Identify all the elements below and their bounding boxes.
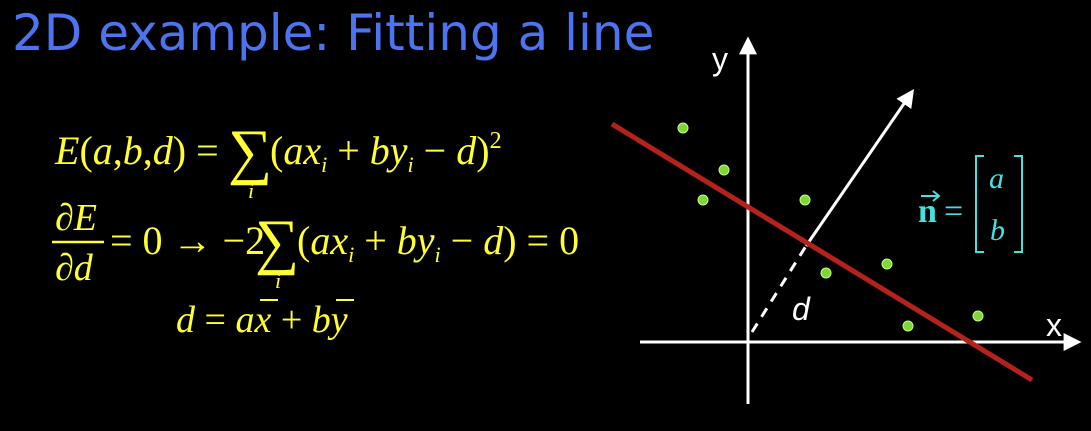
y-axis-label: y	[712, 41, 728, 77]
coordinate-axes: y x	[640, 36, 1082, 404]
data-points	[677, 122, 984, 332]
svg-text:(axi + byi − d) = 0: (axi + byi − d) = 0	[297, 218, 579, 267]
svg-text:∑: ∑	[228, 118, 272, 186]
svg-text:E(a,b,d) =: E(a,b,d) =	[54, 128, 219, 173]
svg-text:∑: ∑	[255, 208, 299, 276]
right-bracket	[1014, 155, 1023, 253]
distance-label: d	[792, 291, 811, 327]
svg-text:n: n	[918, 193, 937, 230]
svg-text:i: i	[275, 268, 281, 293]
slide-title: 2D example: Fitting a line	[12, 4, 655, 62]
data-point	[902, 320, 914, 332]
svg-text:∂d: ∂d	[55, 247, 94, 289]
data-point	[820, 267, 832, 279]
svg-text:=: =	[944, 193, 963, 230]
normal-arrow	[804, 89, 915, 247]
svg-text:i: i	[248, 178, 254, 203]
svg-text:d = ax + by: d = ax + by	[176, 299, 348, 341]
data-point	[718, 164, 730, 176]
energy-equation: E(a,b,d) = ∑ i (axi + byi − d)2	[54, 118, 502, 203]
svg-text:= 0 → −2: = 0 → −2	[110, 218, 265, 263]
normal-vector-definition: n = a b	[918, 155, 1023, 253]
normal-a: a	[989, 162, 1004, 195]
svg-text:(axi + byi − d)2: (axi + byi − d)2	[270, 128, 502, 177]
left-bracket	[975, 155, 984, 253]
data-point	[881, 258, 893, 270]
normal-b: b	[990, 214, 1005, 247]
data-point	[697, 194, 709, 206]
solution-equation: d = ax + by	[176, 299, 354, 341]
data-point	[677, 122, 689, 134]
data-point	[799, 194, 811, 206]
svg-text:∂E: ∂E	[55, 197, 97, 239]
fitted-line	[610, 121, 1034, 383]
derivative-equation: ∂E ∂d = 0 → −2 ∑ i (axi + byi − d) = 0	[52, 197, 579, 293]
x-axis-label: x	[1046, 307, 1062, 343]
data-point	[972, 310, 984, 322]
